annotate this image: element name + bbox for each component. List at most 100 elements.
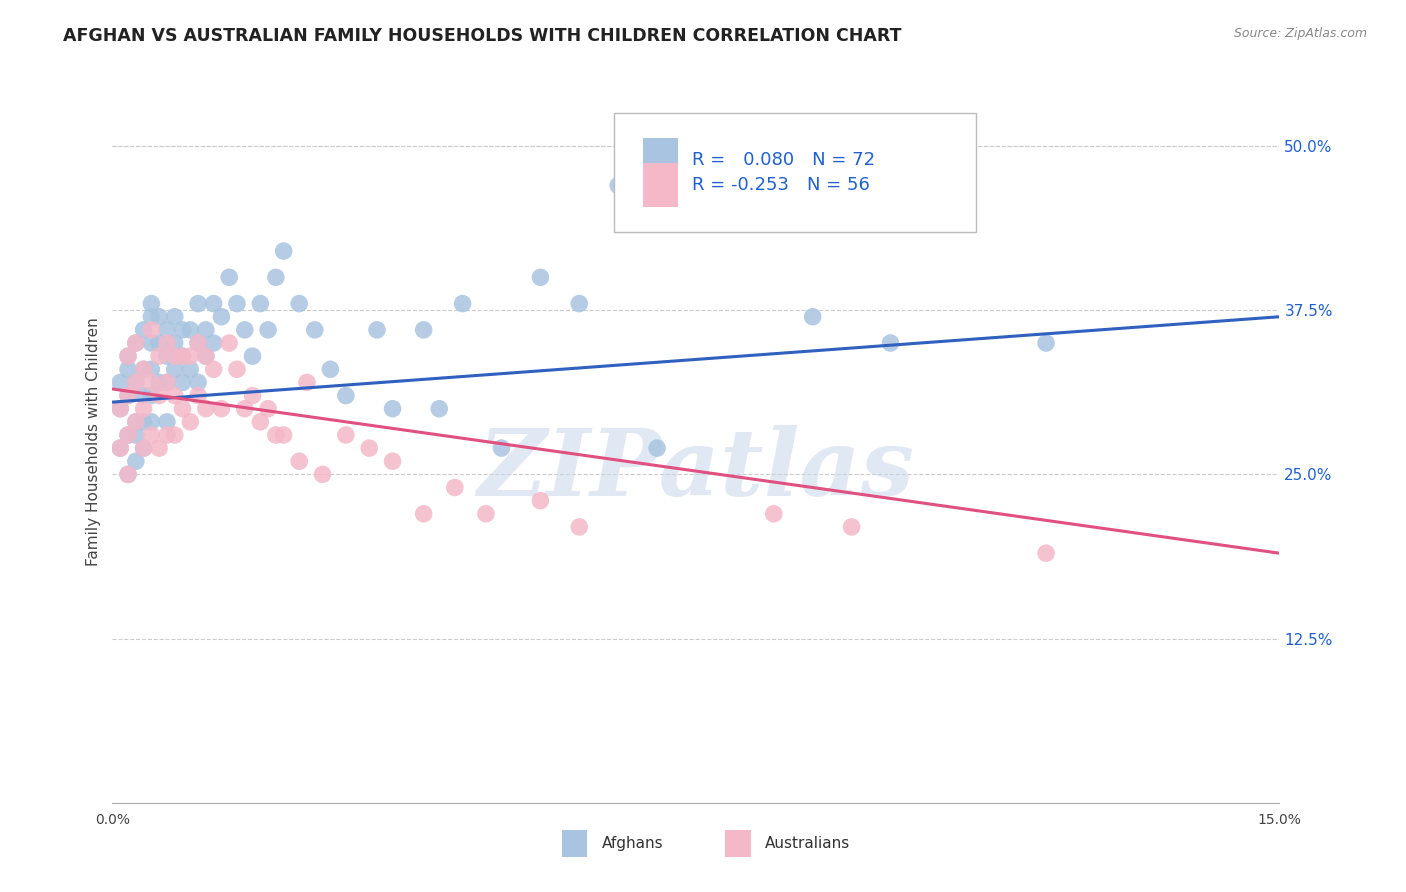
Point — [242, 349, 264, 363]
Point — [226, 362, 249, 376]
Point — [156, 376, 179, 390]
Point — [879, 336, 901, 351]
Point — [110, 401, 132, 416]
Point — [163, 336, 186, 351]
Point — [117, 388, 139, 402]
Text: R =  0.080  N = 72: R = 0.080 N = 72 — [693, 151, 876, 169]
Text: AFGHAN VS AUSTRALIAN FAMILY HOUSEHOLDS WITH CHILDREN CORRELATION CHART: AFGHAN VS AUSTRALIAN FAMILY HOUSEHOLDS W… — [63, 27, 901, 45]
Point — [295, 376, 318, 390]
Point — [132, 441, 155, 455]
Point — [117, 428, 139, 442]
Point — [163, 428, 186, 442]
Point — [335, 428, 357, 442]
Point — [132, 323, 155, 337]
Point — [163, 349, 186, 363]
Point — [125, 415, 148, 429]
Point — [242, 388, 264, 402]
Point — [288, 454, 311, 468]
Text: Source: ZipAtlas.com: Source: ZipAtlas.com — [1233, 27, 1367, 40]
Point — [427, 401, 450, 416]
Point — [381, 454, 404, 468]
Point — [148, 336, 170, 351]
Point — [117, 428, 139, 442]
Point — [125, 415, 148, 429]
Point — [172, 323, 194, 337]
Point — [148, 310, 170, 324]
Point — [148, 388, 170, 402]
Point — [226, 296, 249, 310]
Point — [172, 349, 194, 363]
Point — [257, 323, 280, 337]
Point — [359, 441, 381, 455]
Point — [110, 401, 132, 416]
Point — [172, 349, 194, 363]
Point — [187, 296, 209, 310]
Point — [475, 507, 498, 521]
Point — [163, 362, 186, 376]
Point — [187, 336, 209, 351]
Point — [1035, 546, 1057, 560]
Point — [187, 388, 209, 402]
Point — [141, 323, 163, 337]
Point — [156, 428, 179, 442]
Text: R = -0.253  N = 56: R = -0.253 N = 56 — [693, 176, 870, 194]
Point — [156, 349, 179, 363]
Point — [529, 270, 551, 285]
Point — [841, 520, 863, 534]
Point — [288, 296, 311, 310]
Point — [381, 401, 404, 416]
Y-axis label: Family Households with Children: Family Households with Children — [86, 318, 101, 566]
Point — [233, 323, 256, 337]
Point — [141, 336, 163, 351]
Point — [249, 415, 271, 429]
Point — [187, 336, 209, 351]
Text: Australians: Australians — [765, 836, 851, 851]
Point — [319, 362, 342, 376]
Point — [194, 349, 217, 363]
Point — [117, 349, 139, 363]
Point — [451, 296, 474, 310]
Point — [125, 376, 148, 390]
Point — [117, 467, 139, 482]
Point — [273, 428, 295, 442]
Point — [257, 401, 280, 416]
Point — [187, 376, 209, 390]
Point — [194, 401, 217, 416]
Point — [645, 441, 668, 455]
Point — [194, 349, 217, 363]
Point — [491, 441, 513, 455]
Point — [148, 441, 170, 455]
Point — [125, 336, 148, 351]
Bar — [562, 830, 588, 857]
Bar — [644, 163, 679, 207]
Point — [209, 401, 232, 416]
Point — [443, 481, 465, 495]
Point — [148, 349, 170, 363]
Point — [110, 376, 132, 390]
Point — [141, 415, 163, 429]
Point — [141, 310, 163, 324]
Point — [156, 376, 179, 390]
Point — [218, 336, 240, 351]
Point — [163, 310, 186, 324]
Point — [117, 467, 139, 482]
Point — [172, 376, 194, 390]
Point — [179, 349, 201, 363]
Point — [194, 323, 217, 337]
Point — [141, 362, 163, 376]
Point — [568, 296, 591, 310]
Point — [125, 376, 148, 390]
Point — [172, 401, 194, 416]
Bar — [644, 138, 679, 181]
Text: Afghans: Afghans — [602, 836, 664, 851]
Point — [179, 415, 201, 429]
Point — [125, 336, 148, 351]
Point — [156, 323, 179, 337]
Point — [141, 376, 163, 390]
Bar — [725, 830, 751, 857]
Point — [117, 388, 139, 402]
Point — [412, 323, 434, 337]
Point — [264, 428, 287, 442]
Point — [202, 362, 225, 376]
Point — [218, 270, 240, 285]
